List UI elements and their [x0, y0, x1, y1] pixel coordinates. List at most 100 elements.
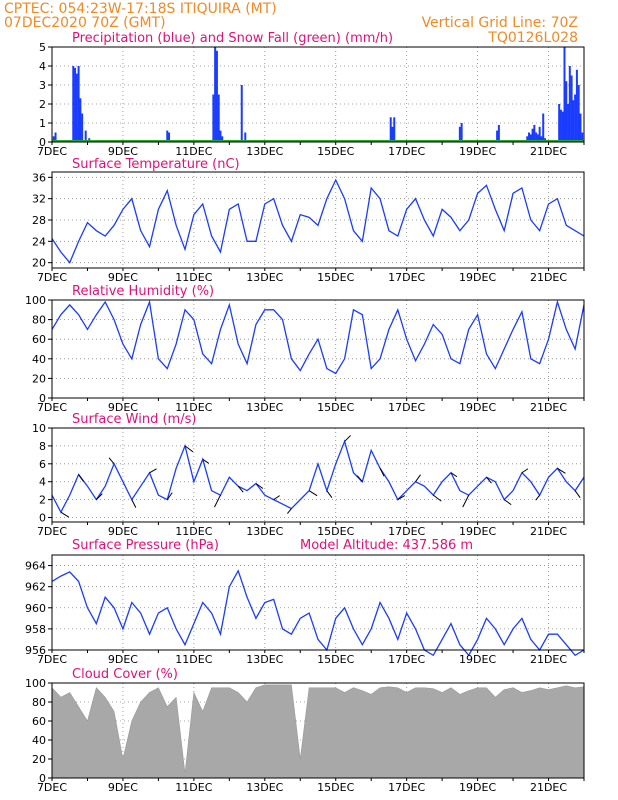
x-tick-label: 15DEC	[317, 781, 354, 794]
x-tick-label: 11DEC	[175, 145, 212, 158]
panel-title: Relative Humidity (%)	[72, 284, 214, 299]
model-id: TQ0126L028	[487, 30, 578, 46]
wind-vector	[397, 495, 406, 501]
y-tick-label: 956	[25, 644, 46, 657]
y-tick-label: 80	[32, 314, 46, 327]
precip-bar	[538, 126, 541, 142]
precip-bar	[458, 126, 461, 142]
y-tick-label: 40	[32, 734, 46, 747]
plot-frame	[51, 554, 585, 651]
precip-bar	[529, 134, 532, 142]
plot-frame	[51, 427, 585, 523]
y-tick-label: 6	[39, 458, 46, 471]
x-tick-label: 17DEC	[388, 401, 425, 414]
wind-vector	[462, 494, 470, 508]
precip-bar	[77, 66, 80, 142]
precip-bar	[559, 109, 562, 142]
x-tick-label: 15DEC	[317, 525, 354, 538]
y-tick-label: 2	[39, 98, 46, 111]
y-tick-label: 0	[39, 772, 46, 785]
y-tick-label: 20	[32, 257, 46, 270]
wind-vector	[273, 495, 280, 501]
y-tick-label: 1	[39, 117, 46, 130]
y-tick-label: 100	[25, 677, 46, 690]
rh-line	[51, 299, 585, 375]
x-tick-label: 21DEC	[530, 145, 567, 158]
wind-vector	[149, 468, 157, 474]
plot-frame	[51, 299, 585, 399]
precip-bar	[52, 136, 55, 142]
wind-line	[51, 439, 585, 514]
precip-bar	[570, 75, 573, 142]
pressure-line	[51, 569, 585, 657]
wind-vector	[60, 511, 70, 518]
precip-bar	[219, 130, 222, 142]
precip-bar	[389, 117, 392, 142]
panel-title: Cloud Cover (%)	[72, 667, 178, 682]
x-tick-label: 15DEC	[317, 145, 354, 158]
precip-bar	[574, 94, 577, 142]
precip-bar	[75, 73, 78, 142]
x-tick-label: 19DEC	[459, 401, 496, 414]
wind-vector	[214, 494, 221, 508]
x-tick-label: 11DEC	[175, 271, 212, 284]
plot-frame	[51, 682, 585, 779]
wind-vector	[415, 474, 421, 483]
precip-bar	[526, 136, 529, 142]
wind-vector	[108, 457, 115, 465]
y-tick-label: 36	[32, 171, 46, 184]
x-tick-label: 15DEC	[317, 271, 354, 284]
y-tick-label: 964	[25, 560, 46, 573]
x-tick-label: 7DEC	[37, 653, 67, 666]
x-tick-label: 17DEC	[388, 145, 425, 158]
x-tick-label: 7DEC	[37, 271, 67, 284]
x-tick-label: 17DEC	[388, 525, 425, 538]
precip-bar	[166, 130, 169, 142]
wind-vector	[574, 490, 581, 498]
y-tick-label: 0	[39, 136, 46, 149]
precip-bar	[496, 130, 499, 142]
x-tick-label: 19DEC	[459, 145, 496, 158]
x-tick-label: 21DEC	[530, 653, 567, 666]
x-tick-label: 9DEC	[108, 145, 138, 158]
precip-bar	[540, 136, 543, 142]
wind-vector	[432, 494, 442, 502]
x-tick-label: 19DEC	[459, 525, 496, 538]
x-tick-label: 13DEC	[246, 653, 283, 666]
x-tick-label: 15DEC	[317, 653, 354, 666]
x-tick-label: 21DEC	[530, 525, 567, 538]
precip-bar	[84, 130, 87, 142]
x-tick-label: 9DEC	[108, 271, 138, 284]
precip-bar	[577, 85, 580, 142]
precip-bar	[563, 47, 566, 142]
y-tick-label: 962	[25, 581, 46, 594]
plot-frame	[51, 171, 585, 269]
precip-bar	[497, 124, 500, 142]
wind-vector	[255, 483, 264, 489]
precip-bar	[558, 104, 561, 142]
precip-bar	[214, 47, 217, 142]
y-tick-label: 2	[39, 494, 46, 507]
x-tick-label: 7DEC	[37, 145, 67, 158]
wind-vector	[503, 499, 512, 506]
precip-bar	[54, 132, 57, 142]
precip-bar	[579, 113, 582, 142]
wind-vector	[308, 490, 318, 497]
y-tick-label: 60	[32, 333, 46, 346]
x-tick-label: 7DEC	[37, 401, 67, 414]
x-tick-label: 21DEC	[530, 401, 567, 414]
wind-vector	[326, 490, 333, 498]
x-tick-label: 13DEC	[246, 525, 283, 538]
x-tick-label: 21DEC	[530, 271, 567, 284]
x-tick-label: 15DEC	[317, 401, 354, 414]
x-tick-label: 13DEC	[246, 781, 283, 794]
header-grid-note: Vertical Grid Line: 70Z	[422, 15, 578, 31]
y-tick-label: 5	[39, 41, 46, 54]
cloud-cover-area	[51, 684, 585, 779]
y-tick-label: 20	[32, 753, 46, 766]
x-tick-label: 21DEC	[530, 781, 567, 794]
x-tick-label: 17DEC	[388, 781, 425, 794]
y-tick-label: 60	[32, 715, 46, 728]
header: CPTEC: 054:23W-17:18S ITIQUIRA (MT) 07DE…	[4, 1, 578, 31]
precip-bar	[531, 128, 534, 142]
